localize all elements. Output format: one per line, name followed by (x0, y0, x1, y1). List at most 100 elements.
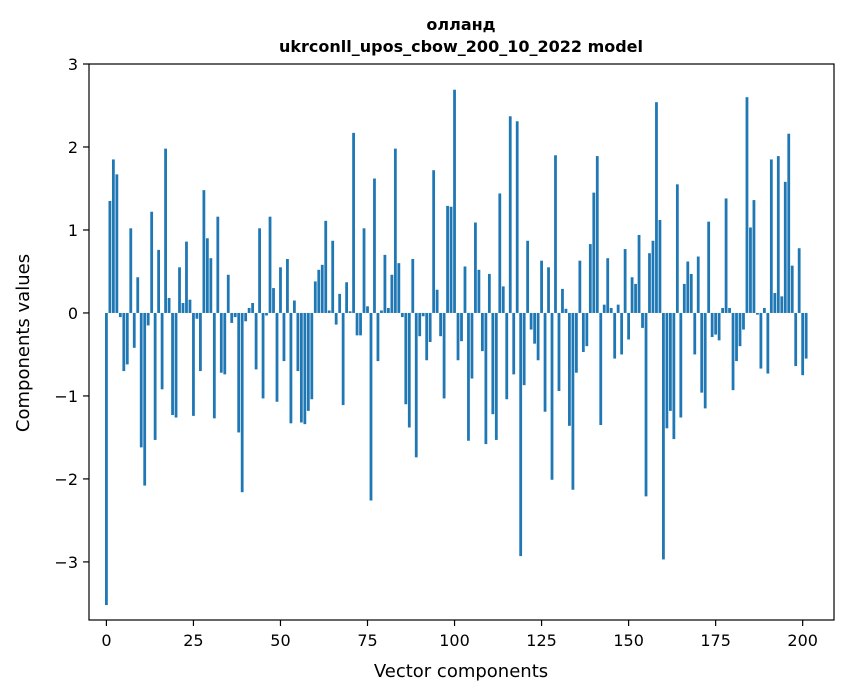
bar (453, 89, 456, 313)
bar (348, 311, 352, 313)
bar (752, 200, 756, 313)
bar (446, 205, 449, 313)
bar (376, 312, 380, 362)
bar (620, 312, 624, 355)
bar (689, 273, 693, 313)
bar (118, 312, 122, 318)
bar (686, 261, 690, 313)
bar (735, 312, 738, 362)
bar (289, 312, 293, 424)
bar (171, 312, 174, 416)
bar (404, 312, 408, 405)
bar (244, 312, 248, 322)
bar (773, 293, 777, 313)
bar (125, 312, 129, 365)
bar (526, 240, 530, 313)
bar (306, 312, 310, 411)
y-tick-label: 2 (68, 138, 78, 157)
bar (153, 312, 157, 440)
bar (710, 312, 714, 338)
x-tick-label: 125 (526, 631, 557, 650)
bar (641, 312, 644, 328)
x-axis-ticks: 0 25 50 75 100 125 150 175 200 (101, 620, 818, 650)
bar (362, 228, 366, 313)
bar (327, 310, 331, 313)
bar (762, 307, 766, 313)
bar (132, 312, 136, 348)
bar (369, 312, 373, 501)
bar (682, 283, 686, 313)
bar (672, 312, 676, 440)
bar (627, 312, 630, 340)
bar (439, 312, 443, 337)
bar (794, 312, 798, 367)
bar (240, 312, 244, 493)
bar (299, 312, 303, 423)
bar (146, 312, 150, 326)
bar (717, 312, 721, 341)
bar (303, 312, 307, 425)
y-tick-label: 3 (68, 55, 78, 74)
bar (366, 306, 369, 313)
bar (512, 312, 516, 375)
bar (602, 304, 606, 313)
bar (282, 312, 286, 362)
bar (463, 266, 467, 313)
y-tick-label: −3 (54, 553, 78, 572)
bar (648, 253, 651, 313)
bars-group (105, 89, 808, 606)
chart-subtitle: ukrconll_upos_cbow_200_10_2022 model (279, 37, 643, 56)
bar (414, 312, 418, 458)
bar (613, 312, 617, 359)
bar (150, 211, 154, 313)
plot-area-frame (88, 63, 835, 621)
bar (460, 312, 463, 342)
x-tick-label: 150 (613, 631, 644, 650)
bar (481, 312, 484, 352)
bar (505, 312, 509, 400)
bar (599, 312, 603, 425)
bar (373, 178, 376, 313)
bar (338, 293, 342, 313)
bar (205, 238, 209, 313)
bar (644, 312, 648, 497)
bar (759, 312, 763, 369)
bar (293, 300, 296, 313)
bar (728, 307, 731, 313)
bar (568, 312, 571, 426)
bar (387, 307, 390, 313)
x-tick-label: 75 (357, 631, 377, 650)
bar (449, 206, 453, 313)
bar (484, 312, 488, 445)
bar (609, 307, 613, 313)
bar (780, 296, 784, 313)
bar (714, 312, 718, 335)
bar (216, 216, 220, 313)
bar (136, 277, 140, 313)
bar (115, 174, 119, 313)
bar (428, 312, 432, 342)
bar (195, 312, 199, 319)
bar (630, 277, 634, 313)
bar (543, 312, 547, 412)
bar (592, 192, 596, 313)
bar (352, 132, 355, 313)
bar (400, 312, 404, 318)
bar (407, 312, 411, 428)
bar (470, 312, 474, 379)
bar (421, 312, 425, 317)
chart-title: олланд (426, 15, 495, 34)
x-tick-label: 50 (270, 631, 290, 650)
bar (442, 312, 446, 399)
bar (787, 133, 791, 313)
bar (174, 312, 178, 418)
bar (188, 299, 192, 313)
bar (776, 156, 780, 313)
bar (508, 116, 512, 313)
bar (320, 264, 324, 313)
bar (310, 312, 314, 400)
bar (634, 283, 637, 313)
bar (738, 312, 742, 347)
bar (167, 298, 171, 313)
y-tick-label: −2 (54, 470, 78, 489)
